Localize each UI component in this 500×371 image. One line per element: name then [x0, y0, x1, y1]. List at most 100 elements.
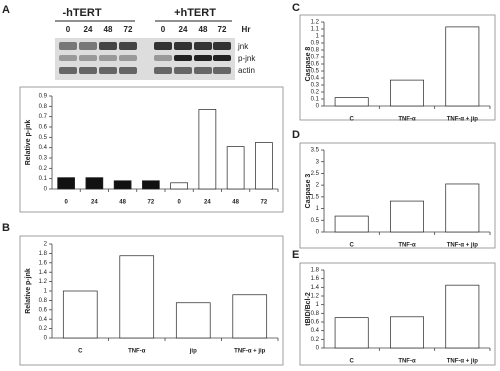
bar — [198, 109, 217, 190]
band — [59, 67, 77, 74]
chart-frame — [19, 235, 284, 366]
panel-label: E — [292, 249, 299, 261]
y-tick-label: 0.9 — [39, 94, 48, 100]
bar — [232, 294, 268, 339]
x-tick-label: TNF-α + jip — [234, 349, 266, 355]
y-tick-label: 0.5 — [39, 135, 48, 141]
bar — [334, 97, 369, 107]
y-tick-label: 0.2 — [39, 166, 48, 172]
y-tick-label: 0.6 — [311, 320, 320, 326]
lane-label: 24 — [179, 25, 188, 34]
x-tick-label: TNF-α + jip — [447, 359, 479, 365]
band — [174, 67, 192, 74]
y-tick-label: 0 — [44, 187, 48, 193]
y-tick-label: 1 — [316, 34, 320, 40]
y-tick-label: 0.8 — [311, 48, 320, 54]
group-label: +hTERT — [174, 7, 216, 19]
band-label: actin — [238, 66, 255, 75]
y-tick-label: 0 — [316, 230, 320, 236]
y-axis-label: tBID/Bcl-2 — [305, 292, 312, 326]
bar — [445, 183, 480, 233]
band — [213, 55, 231, 61]
y-tick-label: 3 — [316, 159, 320, 165]
y-axis-label: Caspase 3 — [305, 174, 312, 209]
bar — [62, 290, 98, 339]
lane-label: 0 — [161, 25, 166, 34]
y-axis-label: Caspase 8 — [305, 47, 312, 82]
y-tick-label: 0.2 — [311, 337, 320, 343]
lane-label: 72 — [124, 25, 133, 34]
bar — [445, 284, 480, 349]
y-tick-label: 1 — [316, 206, 320, 212]
y-tick-label: 1.2 — [311, 294, 320, 300]
bar — [113, 180, 132, 190]
y-tick-label: 0.8 — [39, 298, 48, 304]
y-tick-label: 0.4 — [39, 145, 48, 151]
band — [119, 55, 137, 61]
band — [79, 55, 97, 61]
y-tick-label: 0.4 — [39, 317, 48, 323]
y-tick-label: 2 — [44, 242, 48, 248]
y-tick-label: 0.3 — [39, 156, 48, 162]
x-tick-label: 72 — [148, 200, 155, 206]
lane-label: 48 — [199, 25, 208, 34]
y-tick-label: 1.1 — [311, 27, 320, 33]
y-tick-label: 0.2 — [39, 326, 48, 332]
bar — [390, 79, 424, 107]
band — [59, 55, 77, 61]
y-tick-label: 0.4 — [311, 328, 320, 334]
x-tick-label: TNF-α — [398, 359, 416, 365]
panel-label: D — [292, 129, 300, 141]
y-tick-label: 1.8 — [39, 251, 48, 257]
chart-frame — [299, 14, 496, 121]
bar — [57, 177, 75, 190]
lane-label: 72 — [218, 25, 227, 34]
band — [154, 55, 172, 61]
y-tick-label: 0.2 — [311, 90, 320, 96]
y-tick-label: 1.4 — [39, 270, 48, 276]
y-tick-label: 0.5 — [311, 218, 320, 224]
x-tick-label: jip — [189, 349, 197, 355]
y-tick-label: 0.4 — [311, 76, 320, 82]
y-tick-label: 0 — [44, 336, 48, 342]
chart-frame — [19, 86, 284, 213]
y-tick-label: 0.6 — [39, 307, 48, 313]
panel-label: B — [2, 222, 10, 234]
band — [194, 42, 212, 50]
y-tick-label: 0.6 — [311, 62, 320, 68]
y-tick-label: 2 — [316, 183, 320, 189]
bar — [255, 142, 273, 190]
x-tick-label: 24 — [91, 200, 98, 206]
y-tick-label: 0.7 — [311, 55, 320, 61]
blot-image — [55, 38, 235, 80]
y-tick-label: 2.5 — [311, 171, 320, 177]
x-tick-label: C — [349, 117, 354, 123]
x-tick-label: TNF-α — [398, 117, 416, 123]
y-tick-label: 0.3 — [311, 83, 320, 89]
bar — [390, 200, 424, 233]
y-tick-label: 1 — [44, 289, 48, 295]
x-tick-label: 72 — [261, 200, 268, 206]
x-tick-label: 48 — [232, 200, 239, 206]
bar — [334, 215, 369, 233]
bar — [85, 177, 104, 190]
panel-label: C — [292, 2, 300, 14]
y-tick-label: 0.8 — [311, 311, 320, 317]
y-tick-label: 1.5 — [311, 194, 320, 200]
bar — [390, 316, 424, 349]
y-tick-label: 0.6 — [39, 125, 48, 131]
x-tick-label: C — [349, 243, 354, 249]
lane-label: 48 — [104, 25, 113, 34]
band — [99, 42, 117, 50]
group-label: -hTERT — [62, 7, 101, 19]
y-tick-label: 1.6 — [39, 260, 48, 266]
x-tick-label: 0 — [64, 200, 68, 206]
y-tick-label: 0.5 — [311, 69, 320, 75]
y-tick-label: 1.4 — [311, 285, 320, 291]
panel-label: A — [2, 4, 10, 16]
bar — [119, 255, 155, 339]
lane-label: 0 — [66, 25, 71, 34]
y-tick-label: 1.8 — [311, 268, 320, 274]
bar — [142, 180, 160, 190]
